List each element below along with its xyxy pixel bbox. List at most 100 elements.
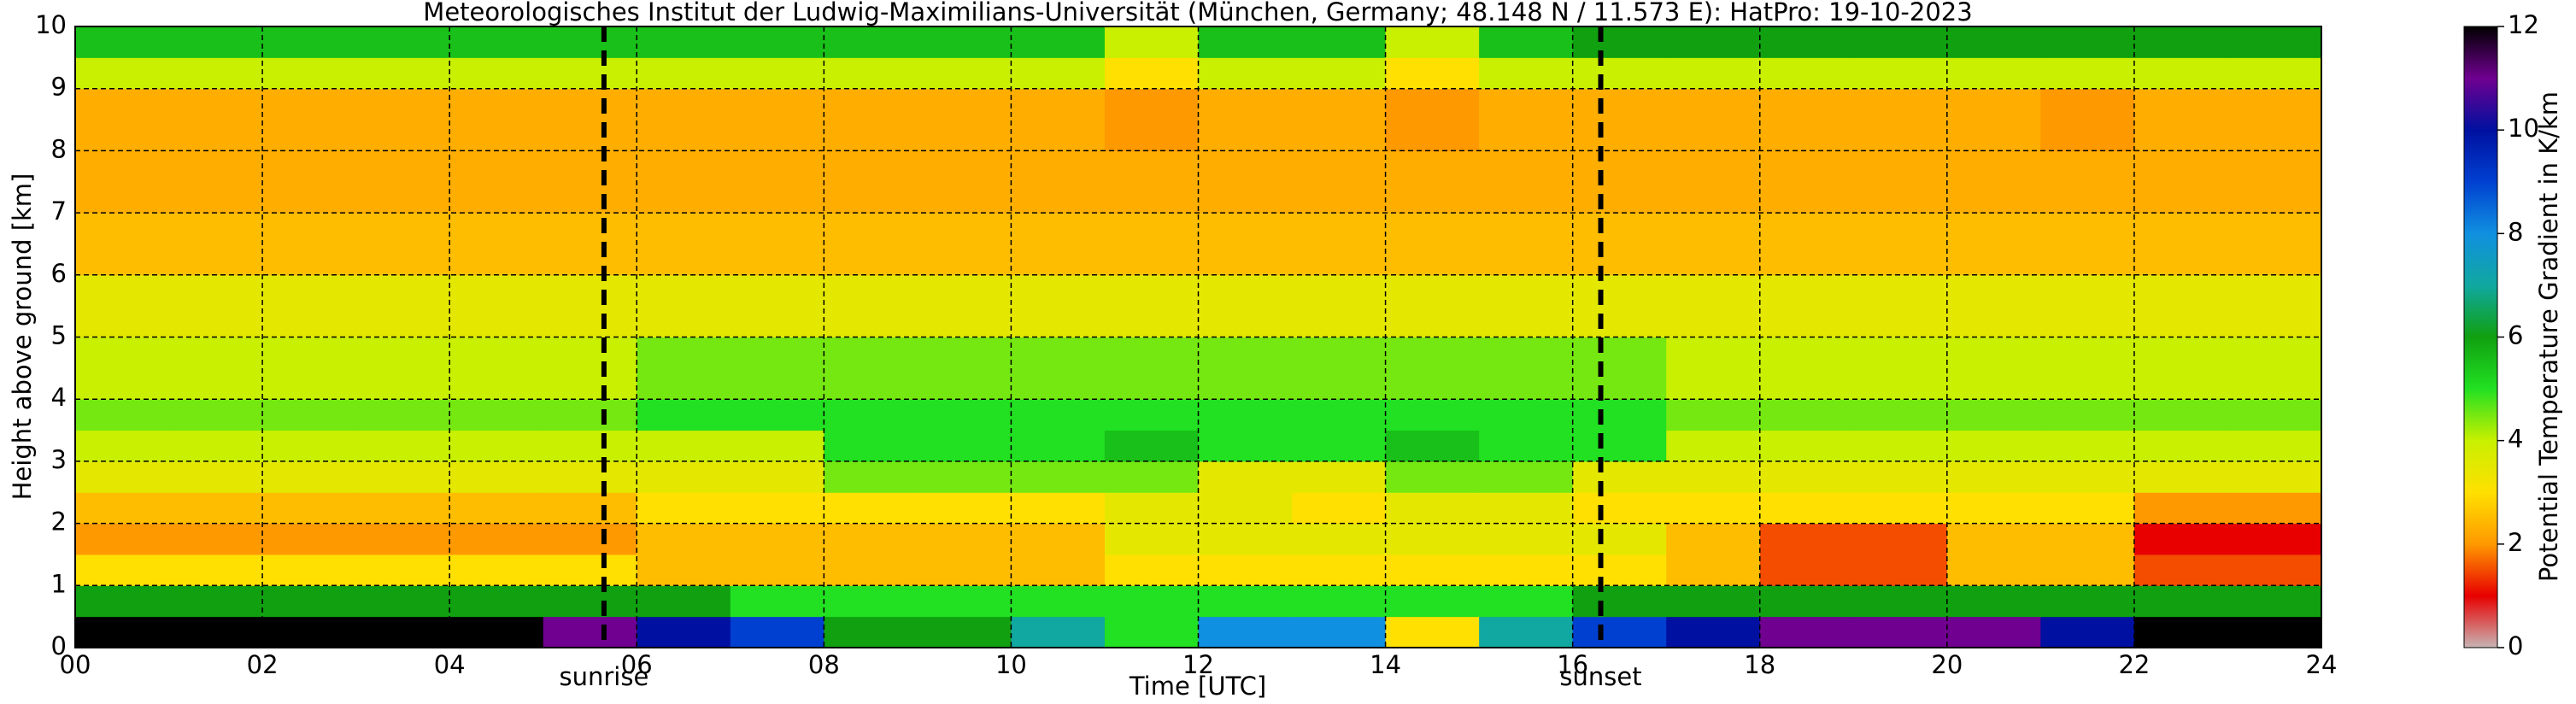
heatmap-cell — [1666, 88, 1761, 151]
heatmap-cell — [917, 88, 1012, 151]
heatmap-cell — [355, 337, 450, 400]
heatmap-cell — [1011, 492, 1106, 525]
y-axis-label: Height above ground [km] — [8, 173, 37, 501]
heatmap-cell — [2040, 213, 2135, 276]
heatmap-cell — [1104, 88, 1199, 151]
heatmap-cell — [1011, 430, 1106, 462]
heatmap-cell — [1385, 26, 1480, 58]
heatmap-cell — [1853, 616, 1948, 648]
heatmap-cell — [1853, 554, 1948, 586]
heatmap-cell — [1385, 337, 1480, 400]
heatmap-cell — [1759, 213, 1854, 276]
colorbar-tick-label: 10 — [2508, 114, 2539, 143]
heatmap-cell — [824, 554, 918, 586]
heatmap-cell — [1479, 461, 1574, 493]
heatmap-cell — [1292, 88, 1387, 151]
heatmap-cell — [543, 337, 637, 400]
heatmap-cell — [1479, 57, 1574, 90]
heatmap-cell — [1292, 554, 1387, 586]
heatmap-cell — [637, 150, 731, 214]
heatmap-cell — [1759, 585, 1854, 618]
heatmap-cell — [1385, 585, 1480, 618]
heatmap-cell — [1759, 88, 1854, 151]
heatmap-cell — [355, 616, 450, 648]
heatmap-cell — [730, 26, 824, 58]
y-tick-label: 10 — [35, 10, 67, 39]
heatmap-cell — [449, 616, 544, 648]
heatmap-cell — [730, 585, 824, 618]
heatmap-cell — [2227, 274, 2322, 337]
heatmap-cell — [824, 430, 918, 462]
heatmap-cell — [637, 616, 731, 648]
heatmap-cell — [1666, 337, 1761, 400]
colorbar-tick-label: 8 — [2508, 217, 2523, 246]
heatmap-cell — [355, 492, 450, 525]
heatmap-cell — [1479, 150, 1574, 214]
heatmap-cell — [1011, 554, 1106, 586]
heatmap-cell — [75, 26, 170, 58]
heatmap-cell — [1292, 585, 1387, 618]
heatmap-cell — [824, 26, 918, 58]
heatmap-cell — [262, 461, 357, 493]
heatmap-cell — [1385, 274, 1480, 337]
heatmap-cell — [1011, 337, 1106, 400]
heatmap-cell — [262, 492, 357, 525]
heatmap-cell — [1104, 57, 1199, 90]
x-tick-label: 14 — [1370, 650, 1401, 679]
heatmap-cell — [1198, 399, 1293, 431]
heatmap-cell — [1946, 88, 2041, 151]
heatmap-cell — [730, 554, 824, 586]
heatmap-cell — [355, 461, 450, 493]
heatmap-cell — [449, 399, 544, 431]
heatmap-cell — [1479, 585, 1574, 618]
heatmap-cell — [1946, 399, 2041, 431]
heatmap-cell — [449, 150, 544, 214]
heatmap-cell — [637, 461, 731, 493]
heatmap-cell — [1104, 430, 1199, 462]
heatmap-cell — [355, 274, 450, 337]
heatmap-cell — [917, 430, 1012, 462]
heatmap-cell — [1759, 57, 1854, 90]
heatmap-cell — [1479, 492, 1574, 525]
heatmap-cell — [1853, 523, 1948, 555]
chart-title: Meteorologisches Institut der Ludwig-Max… — [423, 0, 1972, 26]
heatmap-cell — [262, 399, 357, 431]
heatmap-cell — [730, 57, 824, 90]
heatmap-cell — [75, 57, 170, 90]
heatmap-cell — [1198, 213, 1293, 276]
heatmap-cell — [1572, 150, 1667, 214]
heatmap-cell — [75, 274, 170, 337]
heatmap-cell — [1011, 616, 1106, 648]
x-tick-label: 08 — [808, 650, 840, 679]
heatmap-cell — [262, 554, 357, 586]
heatmap-cell — [1292, 337, 1387, 400]
heatmap-cell — [1198, 585, 1293, 618]
heatmap-cell — [1759, 554, 1854, 586]
heatmap-cell — [917, 150, 1012, 214]
heatmap-cell — [1666, 274, 1761, 337]
heatmap-cell — [168, 616, 263, 648]
heatmap-cell — [262, 616, 357, 648]
heatmap-cell — [1385, 399, 1480, 431]
heatmap-cell — [168, 430, 263, 462]
heatmap-cell — [449, 26, 544, 58]
heatmap-cell — [824, 523, 918, 555]
heatmap-cell — [449, 337, 544, 400]
heatmap-cell — [1853, 430, 1948, 462]
heatmap-cell — [1198, 461, 1293, 493]
heatmap-cell — [1011, 150, 1106, 214]
heatmap-cell — [1572, 274, 1667, 337]
x-tick-label: 06 — [621, 650, 653, 679]
heatmap-cell — [2227, 554, 2322, 586]
heatmap-cell — [2040, 523, 2135, 555]
heatmap-cell — [1572, 523, 1667, 555]
heatmap-cell — [75, 337, 170, 400]
heatmap-cell — [75, 585, 170, 618]
heatmap-cell — [824, 616, 918, 648]
heatmap-cell — [1292, 274, 1387, 337]
heatmap-cell — [168, 213, 263, 276]
heatmap-cell — [1385, 213, 1480, 276]
x-tick-label: 12 — [1182, 650, 1214, 679]
heatmap-cell — [449, 430, 544, 462]
heatmap-cell — [637, 213, 731, 276]
